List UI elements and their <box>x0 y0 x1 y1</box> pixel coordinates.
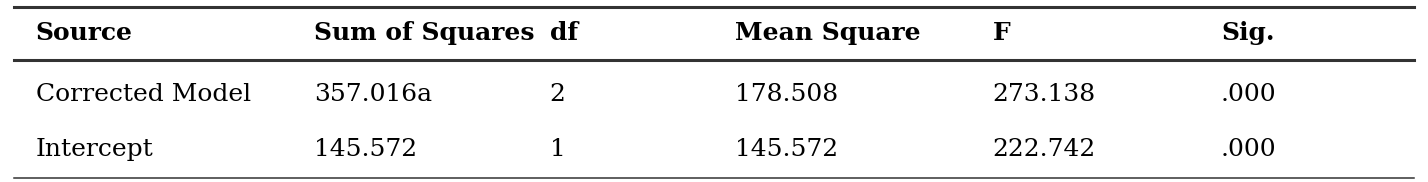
Text: .000: .000 <box>1221 138 1277 161</box>
Text: 1: 1 <box>550 138 565 161</box>
Text: F: F <box>992 21 1010 45</box>
Text: 273.138: 273.138 <box>992 83 1095 106</box>
Text: 145.572: 145.572 <box>735 138 838 161</box>
Text: Corrected Model: Corrected Model <box>36 83 251 106</box>
Text: df: df <box>550 21 578 45</box>
Text: 178.508: 178.508 <box>735 83 838 106</box>
Text: 222.742: 222.742 <box>992 138 1095 161</box>
Text: Intercept: Intercept <box>36 138 153 161</box>
Text: Source: Source <box>36 21 133 45</box>
Text: .000: .000 <box>1221 83 1277 106</box>
Text: Sum of Squares: Sum of Squares <box>314 21 534 45</box>
Text: 2: 2 <box>550 83 565 106</box>
Text: 145.572: 145.572 <box>314 138 417 161</box>
Text: Mean Square: Mean Square <box>735 21 921 45</box>
Text: 357.016a: 357.016a <box>314 83 433 106</box>
Text: Sig.: Sig. <box>1221 21 1274 45</box>
